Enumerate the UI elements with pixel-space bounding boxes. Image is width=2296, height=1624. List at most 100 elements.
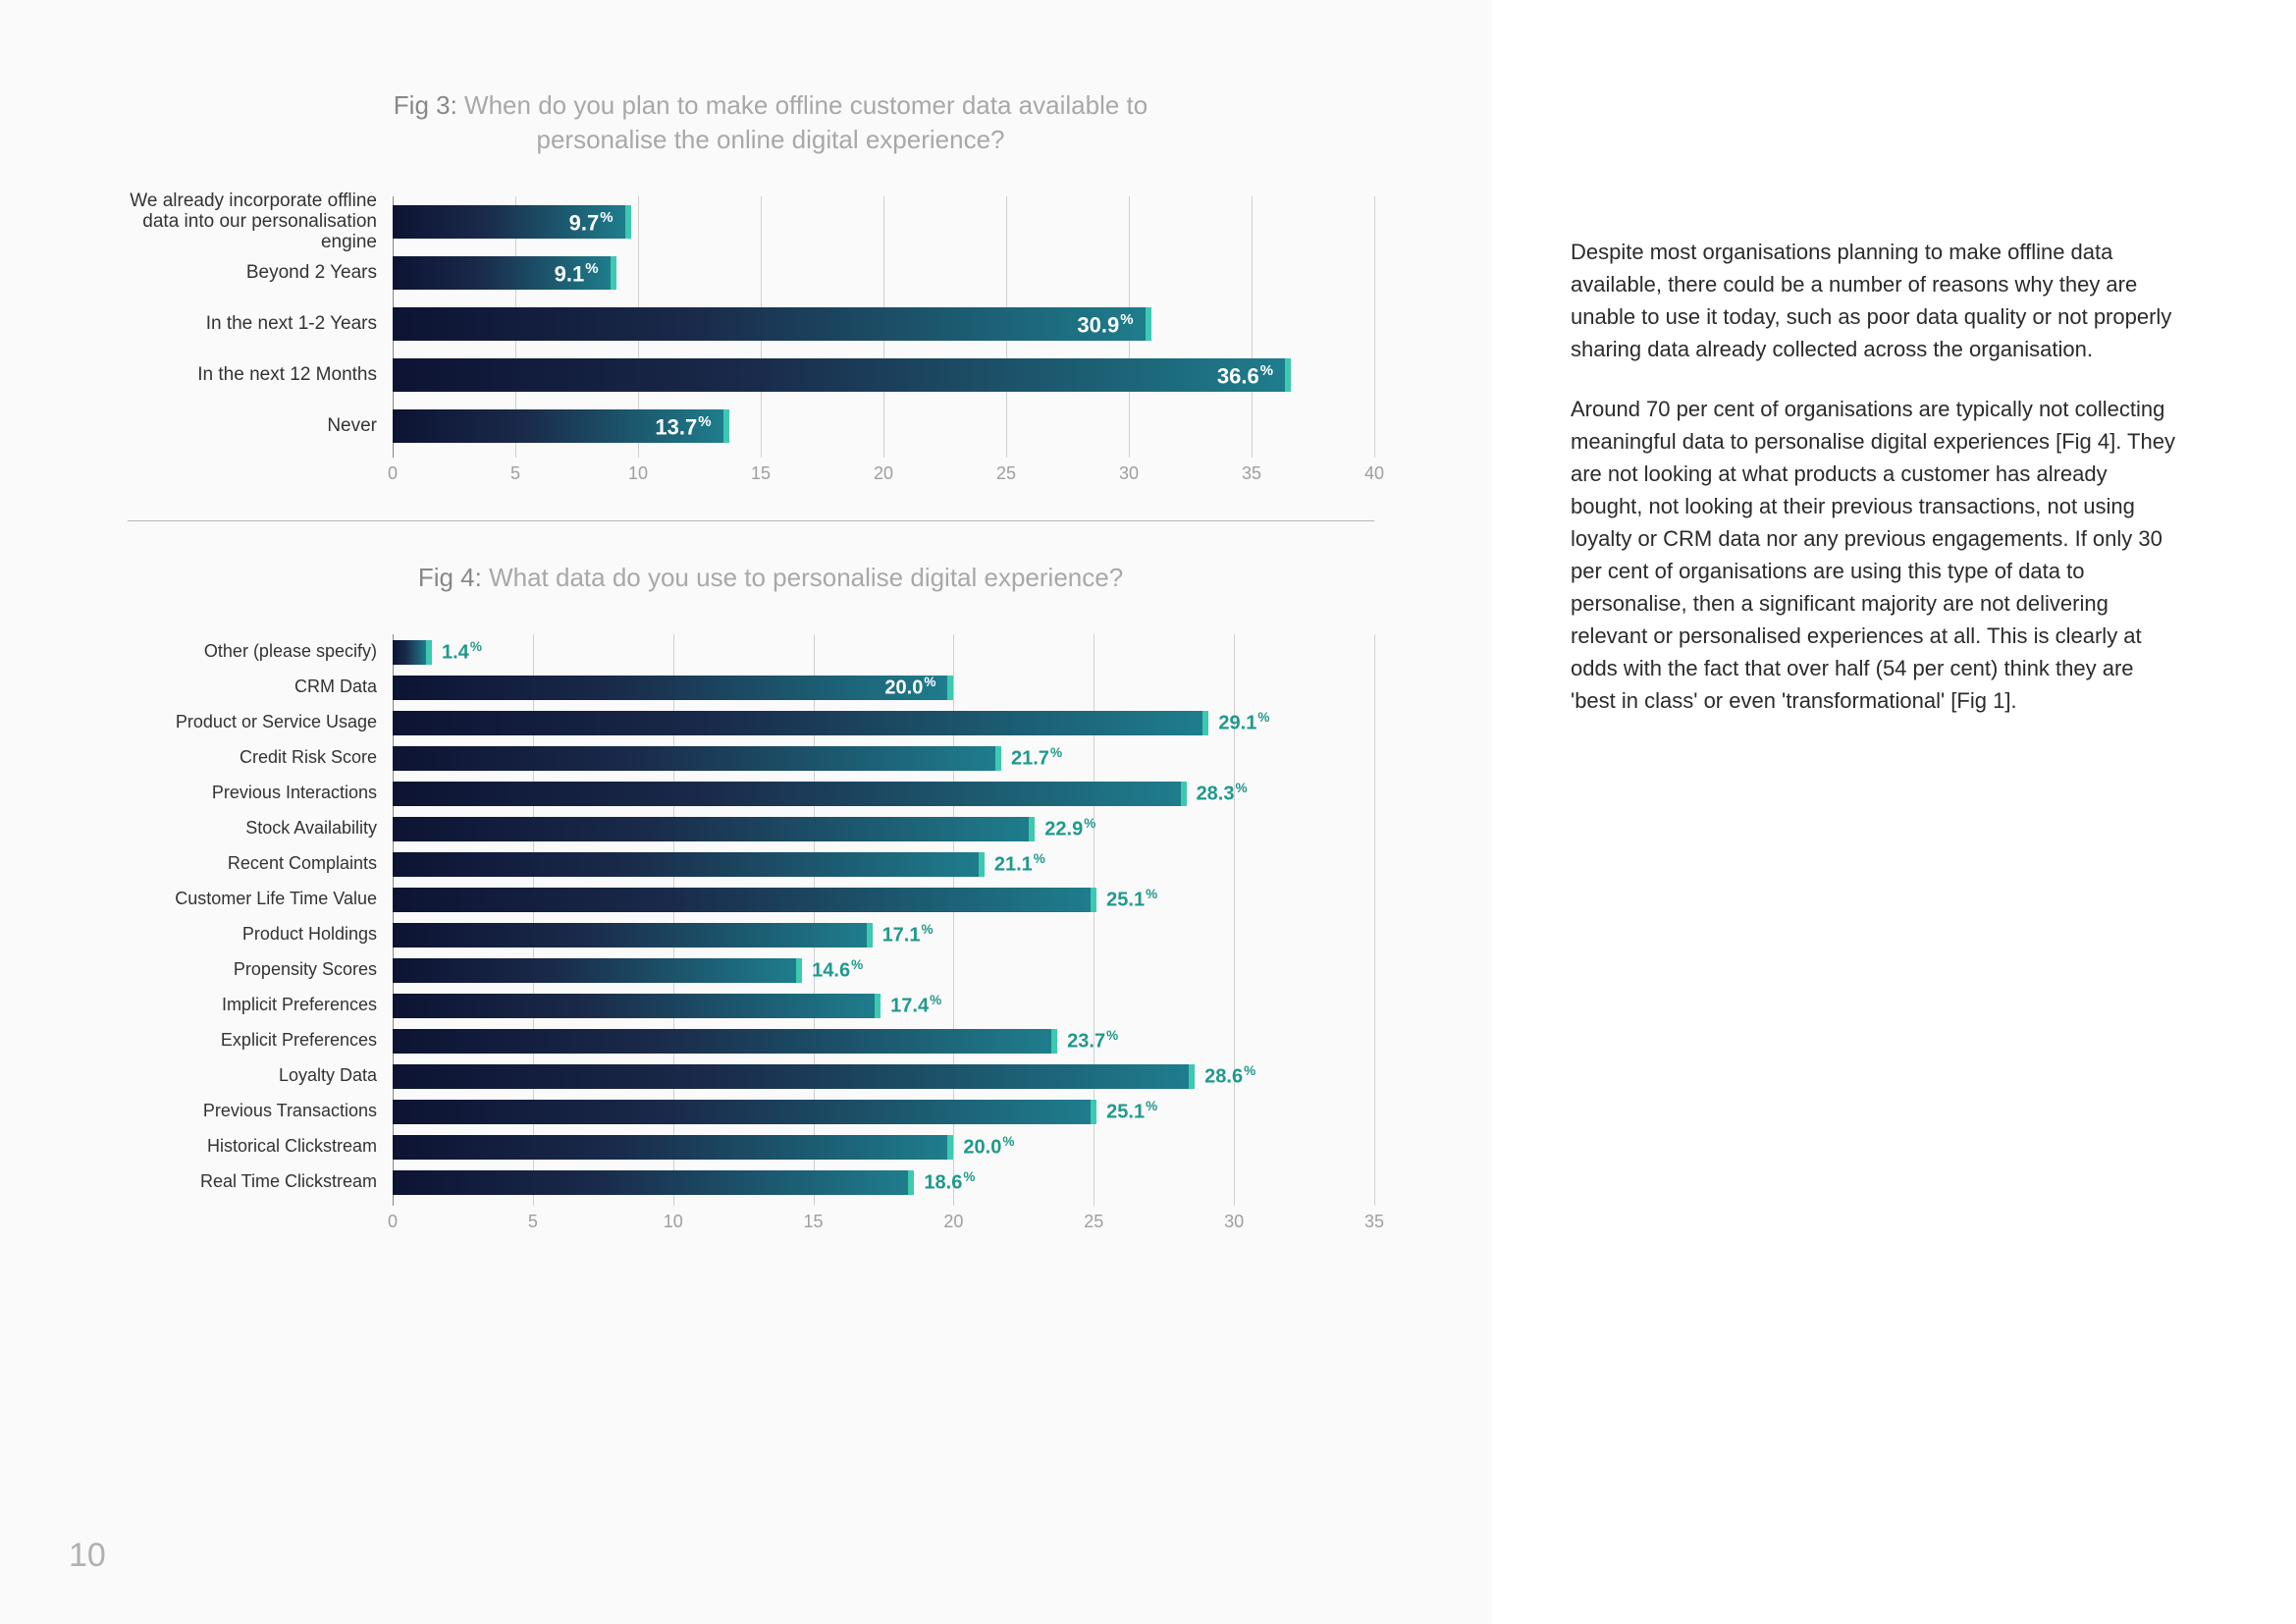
fig4-bars: Other (please specify)1.4%CRM Data20.0%P… xyxy=(393,634,1374,1200)
bar-row: Loyalty Data28.6% xyxy=(393,1058,1374,1094)
bar-row: We already incorporate offline data into… xyxy=(393,196,1374,247)
bar-row: CRM Data20.0% xyxy=(393,670,1374,705)
bar-label: Never xyxy=(118,416,393,437)
bar-row: Explicit Preferences23.7% xyxy=(393,1023,1374,1058)
bar-row: Product or Service Usage29.1% xyxy=(393,705,1374,740)
paragraph-2: Around 70 per cent of organisations are … xyxy=(1571,393,2178,717)
divider xyxy=(128,520,1374,521)
bar-row: Never13.7% xyxy=(393,401,1374,452)
fig3-x-axis: 0510152025303540 xyxy=(393,458,1374,491)
bar: 17.4% xyxy=(393,994,881,1018)
bar-row: Previous Interactions28.3% xyxy=(393,776,1374,811)
bar-label: Recent Complaints xyxy=(118,854,393,874)
x-tick: 10 xyxy=(628,463,648,484)
bar: 18.6% xyxy=(393,1170,914,1195)
bar-label: Product or Service Usage xyxy=(118,713,393,732)
left-page: Fig 3: When do you plan to make offline … xyxy=(0,0,1492,1624)
bar: 25.1% xyxy=(393,888,1096,912)
bar: 9.7% xyxy=(393,205,631,239)
bar-label: In the next 1-2 Years xyxy=(118,314,393,335)
fig3-bars: We already incorporate offline data into… xyxy=(393,196,1374,452)
bar-row: Real Time Clickstream18.6% xyxy=(393,1164,1374,1200)
x-tick: 10 xyxy=(664,1212,683,1232)
bar-value: 30.9% xyxy=(1077,311,1145,338)
bar: 29.1% xyxy=(393,711,1208,735)
bar-value: 17.4% xyxy=(890,993,941,1018)
bar: 9.1% xyxy=(393,256,616,290)
bar: 17.1% xyxy=(393,923,873,947)
bar-label: Customer Life Time Value xyxy=(118,890,393,909)
bar: 21.7% xyxy=(393,746,1001,771)
bar: 23.7% xyxy=(393,1029,1057,1054)
bar-value: 21.7% xyxy=(1011,745,1062,771)
bar-label: Beyond 2 Years xyxy=(118,263,393,284)
bar-label: Historical Clickstream xyxy=(118,1137,393,1157)
bar-label: Loyalty Data xyxy=(118,1066,393,1086)
bar-label: We already incorporate offline data into… xyxy=(118,191,393,253)
fig3-prefix: Fig 3: xyxy=(394,90,457,120)
bar: 30.9% xyxy=(393,307,1151,341)
bar: 14.6% xyxy=(393,958,802,983)
bar: 36.6% xyxy=(393,358,1291,392)
bar-value: 23.7% xyxy=(1067,1028,1118,1054)
bar-label: In the next 12 Months xyxy=(118,365,393,386)
bar-row: Credit Risk Score21.7% xyxy=(393,740,1374,776)
x-tick: 35 xyxy=(1364,1212,1384,1232)
fig3-title-text: When do you plan to make offline custome… xyxy=(464,90,1148,154)
bar: 13.7% xyxy=(393,409,729,443)
bar-row: Implicit Preferences17.4% xyxy=(393,988,1374,1023)
fig4-x-axis: 05101520253035 xyxy=(393,1206,1374,1239)
x-tick: 30 xyxy=(1224,1212,1244,1232)
x-tick: 40 xyxy=(1364,463,1384,484)
bar-row: In the next 12 Months36.6% xyxy=(393,350,1374,401)
bar: 25.1% xyxy=(393,1100,1096,1124)
x-tick: 20 xyxy=(874,463,893,484)
bar-value: 18.6% xyxy=(924,1169,975,1195)
fig3-chart: We already incorporate offline data into… xyxy=(393,196,1374,491)
bar-value: 20.0% xyxy=(884,675,947,700)
bar: 21.1% xyxy=(393,852,985,877)
bar: 28.3% xyxy=(393,782,1187,806)
x-tick: 15 xyxy=(804,1212,824,1232)
bar-value: 22.9% xyxy=(1044,816,1095,841)
bar-label: CRM Data xyxy=(118,677,393,697)
x-tick: 25 xyxy=(1084,1212,1103,1232)
x-tick: 20 xyxy=(943,1212,963,1232)
bar-row: Recent Complaints21.1% xyxy=(393,846,1374,882)
bar-label: Previous Transactions xyxy=(118,1102,393,1121)
x-tick: 15 xyxy=(751,463,771,484)
bar-label: Credit Risk Score xyxy=(118,748,393,768)
bar-row: Previous Transactions25.1% xyxy=(393,1094,1374,1129)
x-tick: 5 xyxy=(528,1212,538,1232)
bar-value: 29.1% xyxy=(1218,710,1269,735)
bar-row: Product Holdings17.1% xyxy=(393,917,1374,952)
bar-value: 25.1% xyxy=(1106,1099,1157,1124)
bar: 20.0% xyxy=(393,676,953,700)
x-tick: 5 xyxy=(510,463,520,484)
x-tick: 25 xyxy=(996,463,1016,484)
x-tick: 0 xyxy=(388,1212,398,1232)
bar: 22.9% xyxy=(393,817,1035,841)
bar-value: 28.3% xyxy=(1197,781,1248,806)
right-page: Despite most organisations planning to m… xyxy=(1492,0,2296,1624)
bar-label: Previous Interactions xyxy=(118,784,393,803)
x-tick: 30 xyxy=(1119,463,1139,484)
bar-value: 21.1% xyxy=(994,851,1045,877)
bar-row: Beyond 2 Years9.1% xyxy=(393,247,1374,298)
bar-label: Explicit Preferences xyxy=(118,1031,393,1051)
bar-value: 1.4% xyxy=(442,639,482,665)
bar-value: 36.6% xyxy=(1217,362,1285,389)
paragraph-1: Despite most organisations planning to m… xyxy=(1571,236,2178,365)
bar-value: 14.6% xyxy=(812,957,863,983)
bar-value: 13.7% xyxy=(655,413,722,440)
bar-label: Other (please specify) xyxy=(118,642,393,662)
bar-label: Real Time Clickstream xyxy=(118,1172,393,1192)
fig4-prefix: Fig 4: xyxy=(418,563,482,592)
x-tick: 0 xyxy=(388,463,398,484)
fig4-title: Fig 4: What data do you use to personali… xyxy=(329,561,1212,595)
bar-value: 9.7% xyxy=(569,209,625,236)
bar: 20.0% xyxy=(393,1135,953,1160)
bar-row: In the next 1-2 Years30.9% xyxy=(393,298,1374,350)
bar-value: 9.1% xyxy=(555,260,611,287)
bar-label: Propensity Scores xyxy=(118,960,393,980)
